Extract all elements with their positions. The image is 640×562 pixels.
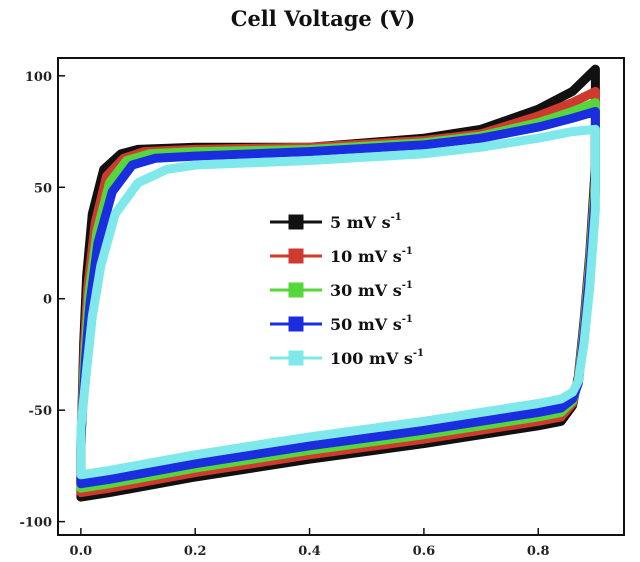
y-tick-label: 100	[25, 70, 52, 85]
series-line-4	[76, 124, 600, 480]
y-tick-label: -50	[29, 404, 53, 419]
legend-marker	[288, 214, 304, 230]
legend-marker	[288, 316, 304, 332]
x-tick-label: 0.0	[70, 544, 93, 559]
series-line-3	[76, 107, 600, 489]
plot-frame	[57, 57, 625, 536]
legend-label: 30 mV s-1	[330, 280, 413, 300]
legend-label: 50 mV s-1	[330, 314, 413, 334]
axes: 0.0 0.2 0.4 0.6 0.8 -100 -50 0 50 100	[19, 70, 549, 559]
legend-label: 10 mV s-1	[330, 246, 413, 266]
y-tick-label: -100	[19, 516, 52, 531]
y-tick-label: 0	[43, 293, 52, 308]
y-tick-label: 50	[34, 181, 52, 196]
legend-marker	[288, 248, 304, 264]
x-tick-label: 0.6	[413, 544, 436, 559]
legend: 5 mV s-1 10 mV s-1 30 mV s-1 50 mV s-1 100 m…	[270, 212, 424, 368]
chart-title: Cell Voltage (V)	[231, 6, 416, 31]
plot-series	[76, 64, 600, 502]
x-tick-label: 0.4	[298, 544, 321, 559]
x-tick-label: 0.8	[527, 544, 550, 559]
legend-label: 100 mV s-1	[330, 348, 424, 368]
legend-marker	[288, 282, 304, 298]
legend-marker	[288, 350, 304, 366]
legend-label: 5 mV s-1	[330, 212, 402, 232]
x-tick-label: 0.2	[184, 544, 207, 559]
